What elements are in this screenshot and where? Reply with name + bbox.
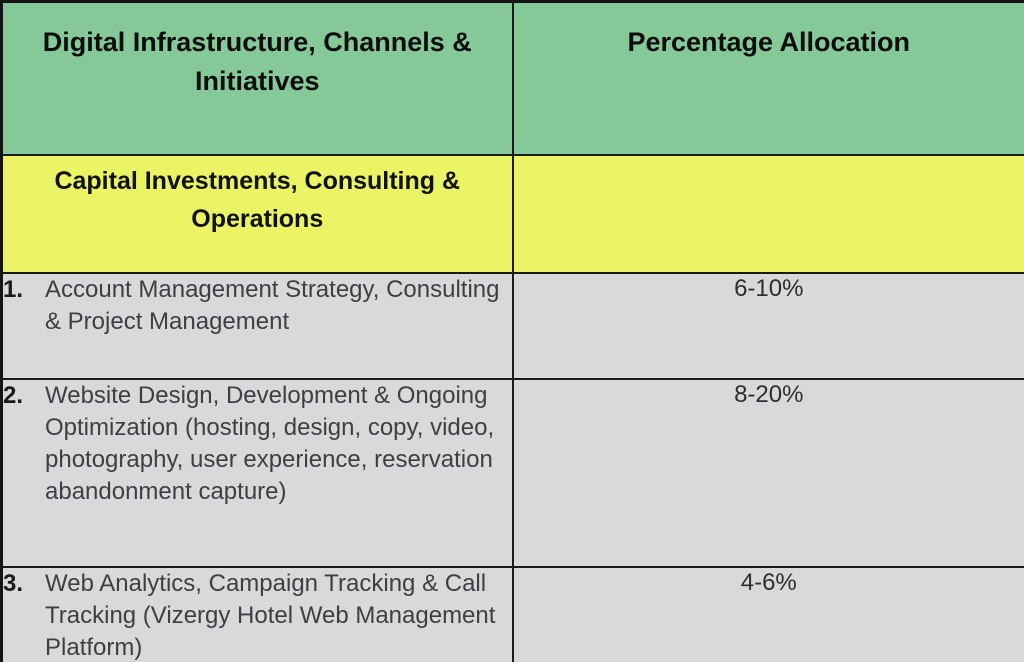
numbered-item: 1. Account Management Strategy, Consulti… (3, 275, 511, 338)
row-description-cell: 2. Website Design, Development & Ongoing… (0, 378, 514, 568)
item-description: Web Analytics, Campaign Tracking & Call … (45, 570, 496, 661)
column-header-percentage: Percentage Allocation (511, 0, 1024, 156)
table-row: 3. Web Analytics, Campaign Tracking & Ca… (0, 566, 1024, 662)
section-header-row: Capital Investments, Consulting & Operat… (0, 154, 1024, 274)
item-number: 3. (3, 570, 24, 597)
percentage-value: 4-6% (511, 566, 1024, 662)
numbered-item: 2. Website Design, Development & Ongoing… (3, 381, 511, 508)
item-number: 2. (3, 382, 24, 409)
numbered-item: 3. Web Analytics, Campaign Tracking & Ca… (3, 569, 511, 662)
column-header-initiatives: Digital Infrastructure, Channels & Initi… (0, 0, 514, 156)
section-header-empty-cell (511, 154, 1024, 274)
table-row: 1. Account Management Strategy, Consulti… (0, 272, 1024, 380)
row-description-cell: 1. Account Management Strategy, Consulti… (0, 272, 514, 380)
row-description-cell: 3. Web Analytics, Campaign Tracking & Ca… (0, 566, 514, 662)
section-header: Capital Investments, Consulting & Operat… (0, 154, 514, 274)
item-number: 1. (3, 276, 24, 303)
item-description: Account Management Strategy, Consulting … (45, 276, 500, 335)
item-description: Website Design, Development & Ongoing Op… (45, 382, 495, 505)
percentage-value: 8-20% (511, 378, 1024, 568)
table-header-row: Digital Infrastructure, Channels & Initi… (0, 0, 1024, 156)
table-row: 2. Website Design, Development & Ongoing… (0, 378, 1024, 568)
percentage-value: 6-10% (511, 272, 1024, 380)
